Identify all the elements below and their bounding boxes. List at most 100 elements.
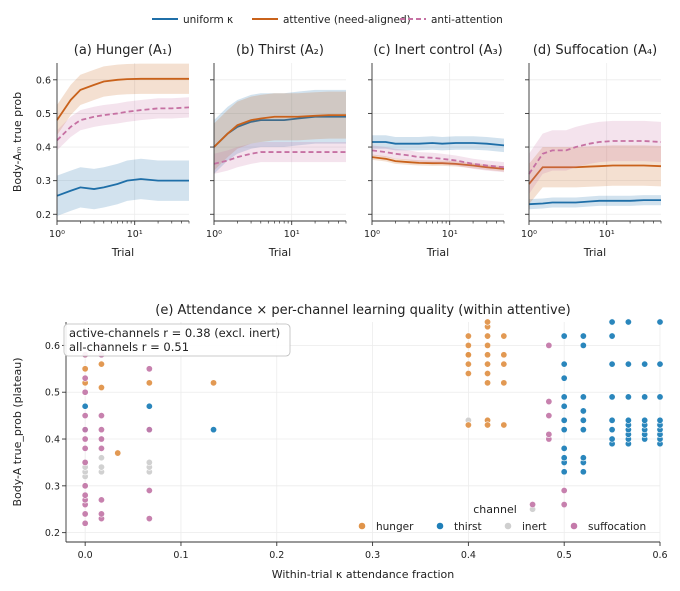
scatter-y-axis-label: Body-A true_prob (plateau): [11, 357, 24, 506]
point-thirst-4: [210, 426, 218, 434]
panel-2: 10⁰ 10¹ (c) Inert control (A₃) Trial: [364, 43, 505, 259]
point-suffocation-5: [81, 482, 89, 490]
annotation-box: [63, 323, 291, 357]
legend-label-0: uniform κ: [183, 14, 233, 26]
point-thirst-18: [579, 454, 587, 462]
point-hunger-26: [500, 351, 508, 359]
point-thirst-13: [560, 374, 568, 382]
point-thirst-29: [608, 360, 616, 368]
band-0: [529, 195, 661, 210]
point-inert-6: [97, 463, 105, 471]
point-thirst-39: [624, 393, 632, 401]
point-hunger-24: [500, 379, 508, 387]
x-tick-label-0: 10⁰: [521, 229, 537, 240]
x-tick-label-0: 10⁰: [206, 229, 222, 240]
point-thirst-5: [560, 468, 568, 476]
point-suffocation-20: [97, 412, 105, 420]
point-hunger-6: [145, 379, 153, 387]
point-thirst-26: [608, 435, 616, 443]
point-hunger-7: [210, 379, 218, 387]
scatter-legend-title: channel: [473, 503, 517, 516]
series-line-2: [56, 106, 190, 141]
point-thirst-40: [624, 360, 632, 368]
point-thirst-28: [608, 416, 616, 424]
point-thirst-15: [560, 332, 568, 340]
point-thirst-56: [656, 360, 664, 368]
point-hunger-28: [484, 318, 492, 326]
point-hunger-17: [484, 360, 492, 368]
scatter-y-tick-label-3: 0.5: [45, 388, 60, 399]
point-thirst-47: [641, 393, 649, 401]
point-suffocation-1: [81, 510, 89, 518]
series-line-1: [371, 156, 505, 170]
point-thirst-38: [624, 416, 632, 424]
scatter-y-tick-label-4: 0.6: [45, 341, 60, 352]
series-line-1: [213, 114, 346, 148]
y-axis-label-top: Body-Aₘ true prob: [11, 92, 24, 192]
point-inert-7: [97, 454, 105, 462]
point-thirst-10: [560, 416, 568, 424]
point-suffocation-10: [81, 412, 89, 420]
point-hunger-19: [484, 341, 492, 349]
panel-title: (c) Inert control (A₃): [373, 43, 503, 58]
point-suffocation-12: [81, 374, 89, 382]
annotation-line-0: active-channels r = 0.38 (excl. inert): [69, 326, 280, 340]
scatter-title: (e) Attendance × per-channel learning qu…: [155, 303, 570, 318]
x-tick-label-1: 10¹: [442, 229, 458, 240]
point-suffocation-26: [145, 365, 153, 373]
band-0: [57, 158, 189, 216]
point-thirst-0: [81, 402, 89, 410]
point-thirst-21: [579, 407, 587, 415]
point-hunger-20: [484, 332, 492, 340]
point-thirst-22: [579, 393, 587, 401]
scatter-panel: 0.2 0.3 0.4 0.5 0.6 0.0 0.1 0.2 0.3 0.4 0.5 0.6 (e) …: [11, 303, 668, 581]
point-suffocation-19: [97, 426, 105, 434]
point-hunger-25: [500, 360, 508, 368]
x-tick-label-0: 10⁰: [364, 229, 380, 240]
scatter-legend-label-3: suffocation: [588, 521, 646, 533]
point-suffocation-31: [545, 398, 553, 406]
y-tick-label-1: 0.3: [36, 176, 51, 187]
y-tick-label-3: 0.5: [36, 109, 51, 120]
panel-3: 10⁰ 10¹ (d) Suffocation (A₄) Trial: [521, 43, 662, 259]
point-suffocation-30: [545, 412, 553, 420]
scatter-x-tick-label-1: 0.1: [173, 550, 188, 561]
point-suffocation-0: [81, 519, 89, 527]
x-axis-label: Trial: [426, 246, 449, 259]
series-line-2: [213, 151, 346, 165]
point-hunger-3: [97, 360, 105, 368]
band-1: [529, 145, 661, 205]
point-suffocation-8: [81, 435, 89, 443]
series-line-2: [528, 140, 662, 175]
point-thirst-20: [579, 416, 587, 424]
point-suffocation-17: [97, 444, 105, 452]
point-suffocation-32: [545, 341, 553, 349]
point-hunger-12: [464, 332, 472, 340]
point-suffocation-18: [97, 435, 105, 443]
scatter-legend-label-1: thirst: [454, 521, 482, 533]
scatter-legend-label-2: inert: [522, 521, 546, 533]
point-thirst-24: [579, 332, 587, 340]
point-inert-11: [145, 458, 153, 466]
point-suffocation-33: [560, 487, 568, 495]
series-line-0: [528, 199, 661, 206]
x-tick-label-1: 10¹: [599, 229, 615, 240]
point-hunger-18: [484, 351, 492, 359]
panel-title: (a) Hunger (A₁): [74, 43, 172, 58]
top-legend: uniform κ attentive (need-aligned) anti-at…: [152, 14, 503, 26]
series-line-1: [56, 77, 189, 121]
point-thirst-30: [608, 332, 616, 340]
point-hunger-8: [464, 421, 472, 429]
point-thirst-14: [560, 360, 568, 368]
series-line-0: [56, 178, 189, 197]
point-suffocation-7: [81, 444, 89, 452]
series-line-0: [372, 141, 505, 147]
series-line-2: [371, 149, 505, 169]
point-suffocation-25: [145, 426, 153, 434]
point-hunger-27: [500, 332, 508, 340]
panel-title: (b) Thirst (A₂): [236, 43, 324, 58]
scatter-x-tick-label-5: 0.5: [557, 550, 572, 561]
scatter-legend-label-0: hunger: [376, 521, 414, 533]
point-thirst-19: [579, 426, 587, 434]
